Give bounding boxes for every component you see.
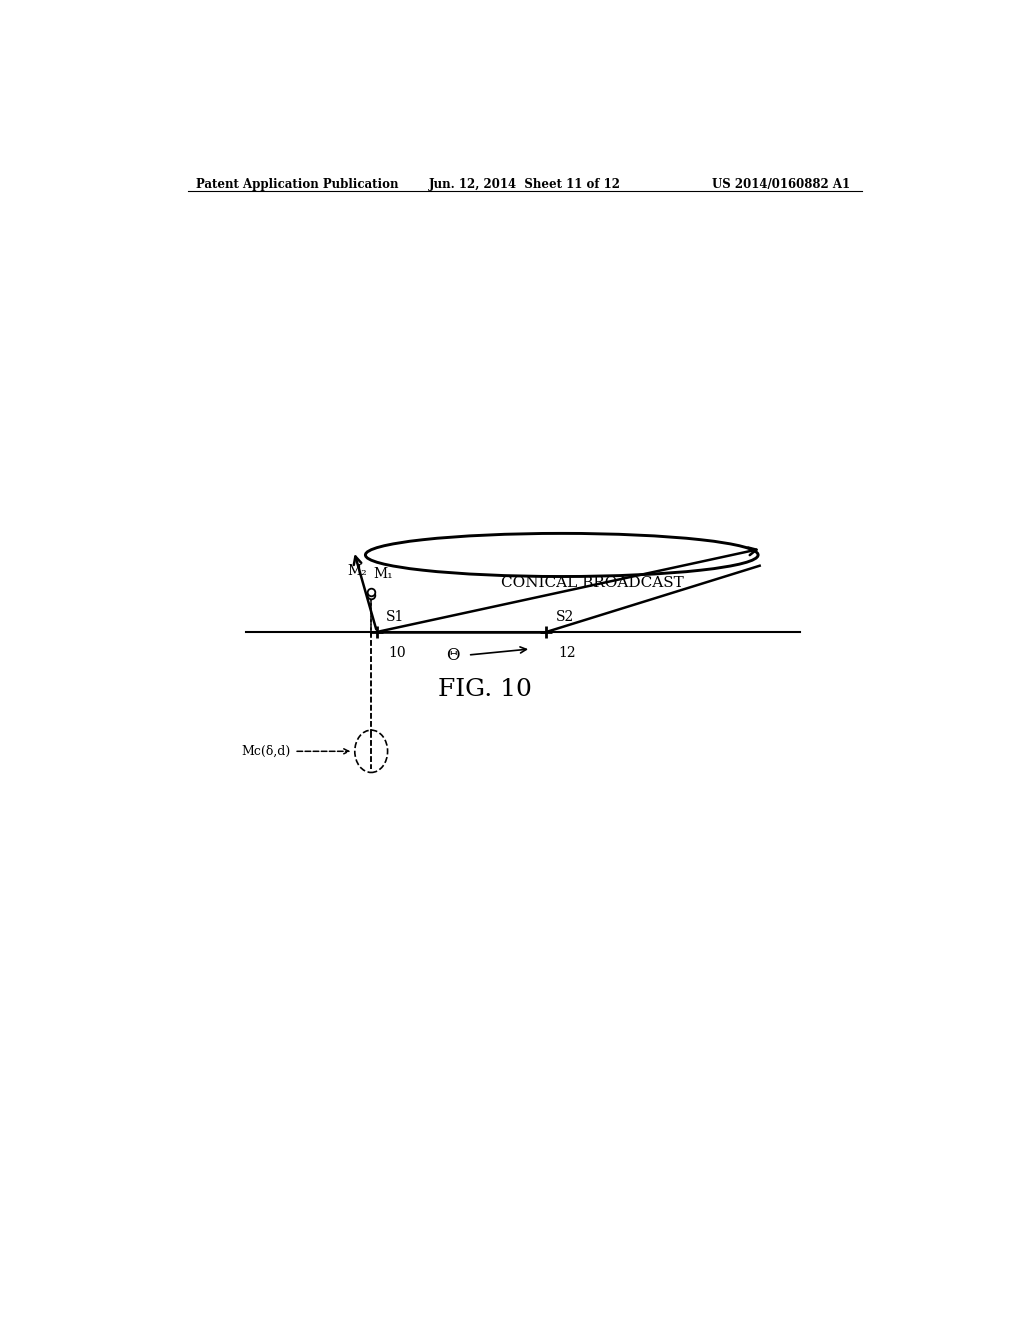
Text: FIG. 10: FIG. 10 [438,678,531,701]
Text: S1: S1 [386,610,404,624]
Text: US 2014/0160882 A1: US 2014/0160882 A1 [713,178,851,190]
Text: Patent Application Publication: Patent Application Publication [196,178,398,190]
Text: M₁: M₁ [373,568,392,581]
Text: Jun. 12, 2014  Sheet 11 of 12: Jun. 12, 2014 Sheet 11 of 12 [429,178,621,190]
Text: Mc(δ,d): Mc(δ,d) [241,744,291,758]
Text: M₂: M₂ [347,564,368,578]
Text: Θ: Θ [446,647,460,664]
Text: 10: 10 [388,645,407,660]
Text: S2: S2 [556,610,573,624]
Text: CONICAL BROADCAST: CONICAL BROADCAST [501,577,684,590]
Text: 12: 12 [558,645,575,660]
